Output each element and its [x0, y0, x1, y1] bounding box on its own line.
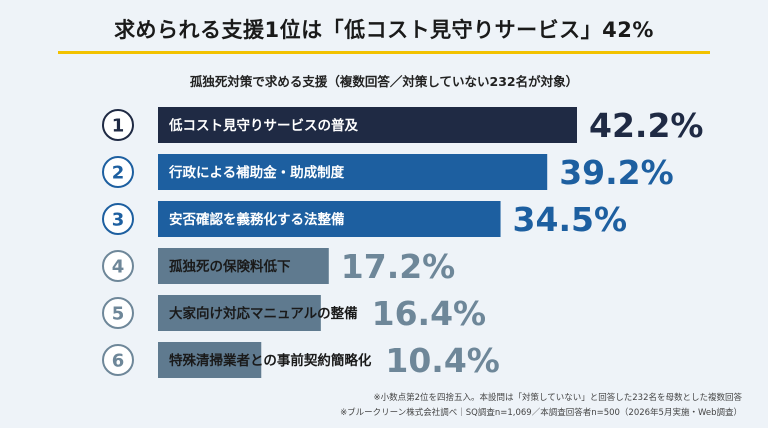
rank-number: 5	[112, 304, 125, 325]
rank-number: 4	[112, 257, 125, 278]
bar-value-label: 10.4%	[385, 341, 500, 380]
bar-value-label: 34.5%	[513, 200, 628, 239]
rank-circle	[102, 344, 134, 376]
rank-circle	[102, 109, 134, 141]
bar-category-label: 安否確認を義務化する法整備	[169, 211, 345, 228]
chart-subtitle: 孤独死対策で求める支援（複数回答／対策していない232名が対象）	[189, 74, 579, 89]
bar-category-label: 孤独死の保険料低下	[169, 258, 291, 275]
bar-value-label: 42.2%	[589, 106, 704, 145]
bar-category-label: 特殊清掃業者との事前契約簡略化	[169, 352, 372, 369]
bar-category-label: 低コスト見守りサービスの普及	[168, 117, 358, 134]
rank-number: 1	[112, 116, 125, 137]
rank-number: 2	[112, 163, 125, 184]
bar	[158, 107, 577, 143]
bar-chart: 1 低コスト見守りサービスの普及 42.2% 2 行政による補助金・助成制度 39.2% 3…	[102, 106, 704, 380]
bar	[158, 342, 262, 378]
bar-category-label: 大家向け対応マニュアルの整備	[169, 305, 358, 322]
footnote-rounding: ※小数点第2位を四捨五入。本設問は「対策していない」と回答した232名を母数とし…	[373, 393, 742, 403]
rank-circle	[102, 250, 134, 282]
bar	[158, 154, 548, 190]
rank-circle	[102, 203, 134, 235]
footnote-source: ※ブルークリーン株式会社調べ｜SQ調査n=1,069／本調査回答者n=500（2…	[340, 408, 742, 418]
rank-number: 3	[112, 210, 125, 231]
bar	[158, 295, 321, 331]
bar-value-label: 16.4%	[372, 294, 487, 333]
bar-value-label: 17.2%	[341, 247, 456, 286]
rank-number: 6	[112, 351, 125, 372]
bar-value-label: 39.2%	[559, 153, 674, 192]
rank-circle	[102, 156, 134, 188]
bar	[158, 248, 329, 284]
bar	[158, 201, 501, 237]
title-underline	[58, 51, 710, 54]
page-title: 求められる支援1位は「低コスト見守りサービス」42%	[114, 18, 654, 42]
rank-circle	[102, 297, 134, 329]
bar-category-label: 行政による補助金・助成制度	[168, 164, 345, 181]
